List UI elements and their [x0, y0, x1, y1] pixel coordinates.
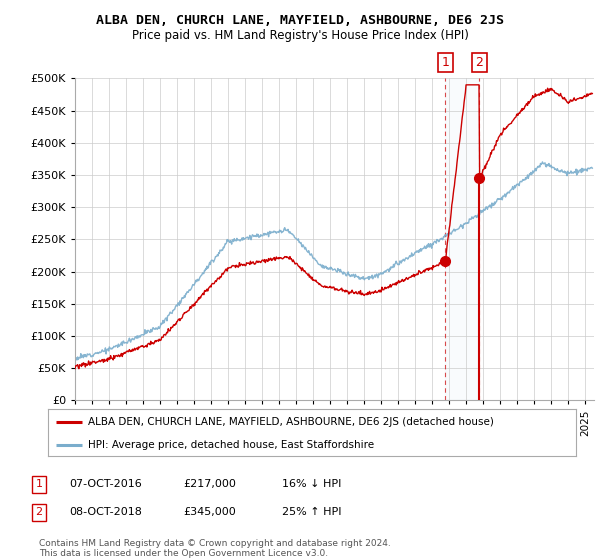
Text: 1: 1 [442, 56, 449, 69]
Text: 1: 1 [35, 479, 43, 489]
Text: Contains HM Land Registry data © Crown copyright and database right 2024.
This d: Contains HM Land Registry data © Crown c… [39, 539, 391, 558]
Text: £345,000: £345,000 [183, 507, 236, 517]
Text: 2: 2 [35, 507, 43, 517]
Text: 25% ↑ HPI: 25% ↑ HPI [282, 507, 341, 517]
Bar [445, 78, 479, 400]
Text: 16% ↓ HPI: 16% ↓ HPI [282, 479, 341, 489]
Text: HPI: Average price, detached house, East Staffordshire: HPI: Average price, detached house, East… [88, 440, 374, 450]
Text: ALBA DEN, CHURCH LANE, MAYFIELD, ASHBOURNE, DE6 2JS (detached house): ALBA DEN, CHURCH LANE, MAYFIELD, ASHBOUR… [88, 417, 493, 427]
Text: £217,000: £217,000 [183, 479, 236, 489]
Text: ALBA DEN, CHURCH LANE, MAYFIELD, ASHBOURNE, DE6 2JS: ALBA DEN, CHURCH LANE, MAYFIELD, ASHBOUR… [96, 14, 504, 27]
Text: 07-OCT-2016: 07-OCT-2016 [69, 479, 142, 489]
Text: Price paid vs. HM Land Registry's House Price Index (HPI): Price paid vs. HM Land Registry's House … [131, 29, 469, 42]
Text: 08-OCT-2018: 08-OCT-2018 [69, 507, 142, 517]
Text: 2: 2 [476, 56, 484, 69]
